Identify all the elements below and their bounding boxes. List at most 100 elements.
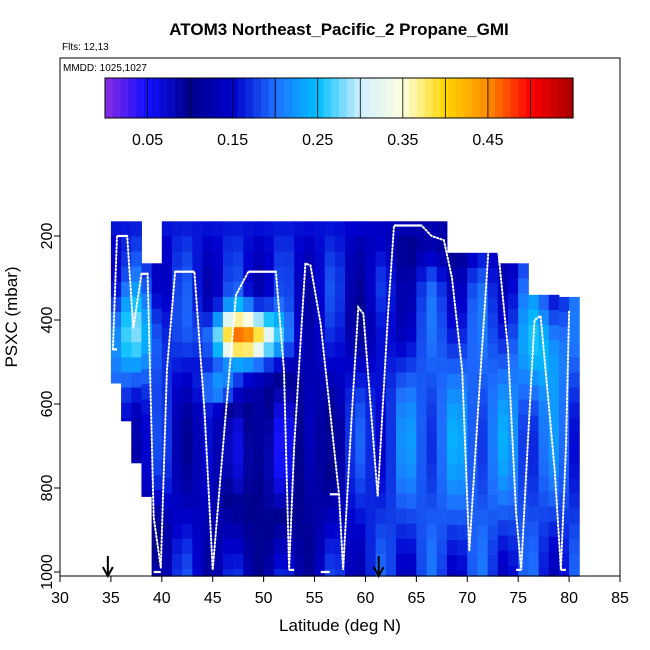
- heatmap-cell: [202, 342, 214, 358]
- heatmap-cell: [192, 432, 204, 449]
- heatmap-cell: [202, 448, 214, 464]
- heatmap-cell: [121, 357, 132, 373]
- heatmap-cell: [355, 417, 366, 434]
- heatmap-cell: [202, 296, 214, 313]
- heatmap-cell: [569, 417, 580, 434]
- heatmap-cell: [436, 553, 448, 570]
- heatmap-cell: [365, 523, 377, 540]
- heatmap-cell: [334, 251, 346, 268]
- heatmap-cell: [263, 387, 275, 404]
- heatmap-cell: [497, 384, 509, 400]
- heatmap-cell: [467, 555, 478, 571]
- colorbar-swatch: [448, 78, 457, 118]
- heatmap-cell: [253, 296, 265, 313]
- heatmap-cell: [202, 523, 214, 540]
- flights-label: Flts: 12,13: [62, 42, 109, 53]
- colorbar-swatch: [362, 78, 371, 118]
- heatmap-cell: [497, 308, 509, 325]
- heatmap-cell: [161, 417, 173, 434]
- heatmap-cell: [426, 357, 438, 373]
- heatmap-cell: [487, 358, 499, 375]
- heatmap-cell: [131, 372, 142, 389]
- heatmap-cell: [141, 414, 153, 431]
- heatmap-cell: [528, 536, 540, 553]
- heatmap-cell: [569, 402, 580, 419]
- x-tick-label: 30: [51, 590, 69, 607]
- heatmap-cell: [426, 508, 438, 525]
- colorbar-swatch: [440, 78, 449, 118]
- heatmap-cell: [457, 252, 468, 269]
- heatmap-cell: [304, 357, 316, 373]
- heatmap-cell: [243, 508, 254, 525]
- heatmap-cell: [192, 448, 204, 464]
- colorbar-swatch: [284, 78, 293, 118]
- heatmap-cell: [121, 236, 132, 253]
- heatmap-cell: [263, 296, 275, 313]
- heatmap-cell: [497, 444, 509, 461]
- heatmap-cell: [151, 354, 163, 370]
- heatmap-cell: [385, 387, 397, 404]
- heatmap-cell: [396, 463, 407, 479]
- heatmap-cell: [121, 221, 132, 237]
- colorbar-swatch: [424, 78, 434, 118]
- heatmap-cell: [457, 298, 468, 314]
- heatmap-cell: [314, 342, 326, 358]
- heatmap-cell: [192, 553, 204, 570]
- heatmap-cell: [477, 283, 489, 299]
- heatmap-cell: [131, 432, 142, 449]
- heatmap-cell: [212, 221, 224, 237]
- heatmap-cell: [508, 535, 519, 552]
- heatmap-cell: [212, 372, 224, 389]
- heatmap-cell: [273, 372, 285, 389]
- heatmap-cell: [172, 417, 183, 434]
- heatmap-cell: [487, 252, 499, 269]
- heatmap-cell: [406, 251, 417, 268]
- heatmap-cell: [416, 402, 428, 419]
- heatmap-cell: [263, 236, 275, 253]
- heatmap-cell: [355, 221, 366, 237]
- heatmap-cell: [121, 266, 132, 283]
- heatmap-cell: [508, 505, 519, 521]
- heatmap-cell: [222, 478, 234, 494]
- heatmap-cell: [467, 434, 478, 450]
- heatmap-cell: [192, 357, 204, 373]
- heatmap-cell: [436, 281, 448, 298]
- heatmap-cell: [131, 236, 142, 253]
- heatmap-cell: [304, 221, 316, 237]
- heatmap-cell: [151, 414, 163, 431]
- heatmap-cell: [446, 524, 458, 541]
- heatmap-cell: [182, 296, 193, 313]
- heatmap-cell: [569, 553, 580, 570]
- heatmap-cell: [355, 251, 366, 268]
- heatmap-cell: [436, 221, 448, 237]
- heatmap-cell: [538, 446, 550, 462]
- heatmap-cell: [314, 538, 326, 555]
- heatmap-cell: [294, 372, 305, 389]
- heatmap-cell: [233, 493, 244, 510]
- heatmap-cell: [324, 357, 336, 373]
- heatmap-cell: [253, 553, 265, 570]
- heatmap-cell: [222, 432, 234, 449]
- heatmap-cell: [253, 387, 265, 404]
- colorbar-tick-label: 0.45: [472, 132, 503, 149]
- heatmap-cell: [212, 387, 224, 404]
- heatmap-cell: [569, 508, 580, 525]
- heatmap-cell: [538, 551, 550, 568]
- heatmap-cell: [518, 278, 529, 295]
- heatmap-cell: [284, 463, 295, 479]
- heatmap-cell: [497, 520, 509, 536]
- heatmap-cell: [457, 540, 468, 556]
- heatmap-cell: [304, 553, 316, 570]
- heatmap-cell: [508, 565, 519, 577]
- heatmap-cell: [202, 493, 214, 510]
- heatmap-cell: [467, 540, 478, 556]
- heatmap-cell: [131, 281, 142, 298]
- heatmap-cell: [457, 267, 468, 284]
- heatmap-cell: [314, 508, 326, 525]
- heatmap-cell: [324, 417, 336, 434]
- heatmap-cell: [365, 417, 377, 434]
- heatmap-cell: [131, 417, 142, 434]
- heatmap-cell: [548, 385, 560, 402]
- heatmap-cell: [569, 296, 580, 313]
- heatmap-cell: [345, 357, 356, 373]
